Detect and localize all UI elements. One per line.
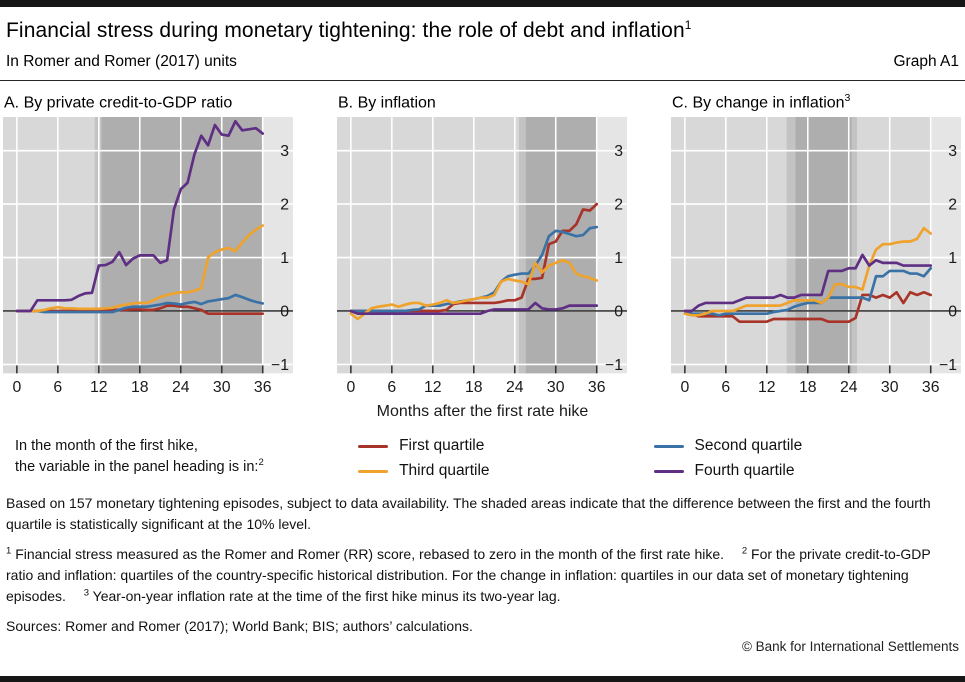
svg-text:12: 12	[90, 379, 108, 396]
svg-text:0: 0	[614, 304, 623, 321]
panel-a-title: A. By private credit-to-GDP ratio	[4, 94, 233, 112]
svg-text:−1: −1	[271, 357, 289, 374]
svg-text:3: 3	[948, 143, 957, 160]
svg-text:30: 30	[213, 379, 231, 396]
footnote-3-text: Year-on-year inflation rate at the time …	[92, 588, 561, 605]
svg-text:0: 0	[280, 304, 289, 321]
graph-label: Graph A1	[893, 53, 960, 70]
legend-item-fourth-quartile: Fourth quartile	[653, 462, 965, 480]
copyright-line: © Bank for International Settlements	[741, 639, 959, 655]
subtitle-row: In Romer and Romer (2017) units Graph A1	[0, 43, 965, 71]
svg-text:6: 6	[721, 379, 730, 396]
svg-text:−1: −1	[939, 357, 957, 374]
svg-text:12: 12	[758, 379, 776, 396]
header: Financial stress during monetary tighten…	[0, 7, 965, 43]
svg-text:6: 6	[53, 379, 62, 396]
footnote-1-marker: 1	[6, 545, 12, 557]
svg-text:36: 36	[588, 379, 606, 396]
footnote-2-text: For the private credit-to-GDP ratio and …	[6, 546, 931, 605]
footnote-3-marker: 3	[83, 587, 90, 599]
panel-b: B. By inflation −1 0 1 2 3 0 6 12 18 24 30 36	[337, 86, 627, 399]
svg-text:24: 24	[172, 379, 190, 396]
x-axis-label: Months after the first rate hike	[376, 403, 589, 421]
svg-text:1: 1	[614, 250, 623, 267]
svg-text:30: 30	[881, 379, 899, 396]
fourth-quartile-line-swatch	[653, 469, 684, 474]
svg-text:36: 36	[254, 379, 272, 396]
svg-text:3: 3	[280, 143, 289, 160]
top-black-bar	[0, 0, 965, 7]
panel-c-title: C. By change in inflation3	[672, 92, 851, 112]
legend-column-1: First quartile Third quartile	[358, 437, 653, 480]
legend-item-second-quartile: Second quartile	[653, 437, 965, 455]
base-note: Based on 157 monetary tightening episode…	[6, 495, 931, 533]
svg-text:3: 3	[614, 143, 623, 160]
svg-text:18: 18	[799, 379, 817, 396]
page-title-footnote-marker: 1	[684, 18, 692, 32]
legend-item-first-quartile: First quartile	[358, 437, 653, 455]
legend-column-2: Second quartile Fourth quartile	[653, 437, 965, 480]
sources-line: Sources: Romer and Romer (2017); World B…	[6, 618, 473, 635]
svg-text:0: 0	[346, 379, 355, 396]
page-title: Financial stress during monetary tighten…	[6, 18, 959, 43]
units-subtitle: In Romer and Romer (2017) units	[6, 53, 237, 70]
svg-text:0: 0	[948, 304, 957, 321]
svg-text:24: 24	[840, 379, 858, 396]
second-quartile-line-swatch	[653, 444, 684, 449]
svg-text:2: 2	[280, 197, 289, 214]
svg-text:0: 0	[12, 379, 21, 396]
svg-text:36: 36	[922, 379, 940, 396]
panel-b-title: B. By inflation	[338, 94, 436, 112]
notes-section: Based on 157 monetary tightening episode…	[0, 480, 965, 637]
svg-text:30: 30	[547, 379, 565, 396]
svg-text:1: 1	[280, 250, 289, 267]
chart-panels: A. By private credit-to-GDP ratio −1 0 1 2 3…	[0, 81, 965, 399]
svg-text:12: 12	[424, 379, 442, 396]
first-quartile-line-swatch	[358, 444, 389, 449]
bottom-black-bar	[0, 676, 965, 682]
legend-note: In the month of the first hike, the vari…	[15, 438, 264, 475]
svg-text:2: 2	[614, 197, 623, 214]
svg-text:2: 2	[948, 197, 957, 214]
panel-a: A. By private credit-to-GDP ratio −1 0 1 2 3…	[3, 86, 293, 399]
svg-text:1: 1	[948, 250, 957, 267]
header-divider	[0, 80, 965, 81]
svg-text:−1: −1	[605, 357, 623, 374]
svg-text:18: 18	[131, 379, 149, 396]
svg-text:6: 6	[387, 379, 396, 396]
third-quartile-line-swatch	[358, 469, 389, 474]
svg-text:0: 0	[680, 379, 689, 396]
legend-item-third-quartile: Third quartile	[358, 462, 653, 480]
footnote-1-text: Financial stress measured as the Romer a…	[15, 546, 725, 563]
footnote-2-marker: 2	[741, 545, 748, 557]
page-title-text: Financial stress during monetary tighten…	[6, 19, 685, 42]
svg-text:18: 18	[465, 379, 483, 396]
panel-c: C. By change in inflation3 −1 0 1 2 3 0 6 12 18 2…	[671, 86, 961, 399]
legend: In the month of the first hike, the vari…	[0, 437, 965, 480]
legend-note-footnote-marker: 2	[258, 456, 264, 468]
footnotes: 1 Financial stress measured as the Romer…	[6, 544, 959, 607]
svg-text:24: 24	[506, 379, 524, 396]
